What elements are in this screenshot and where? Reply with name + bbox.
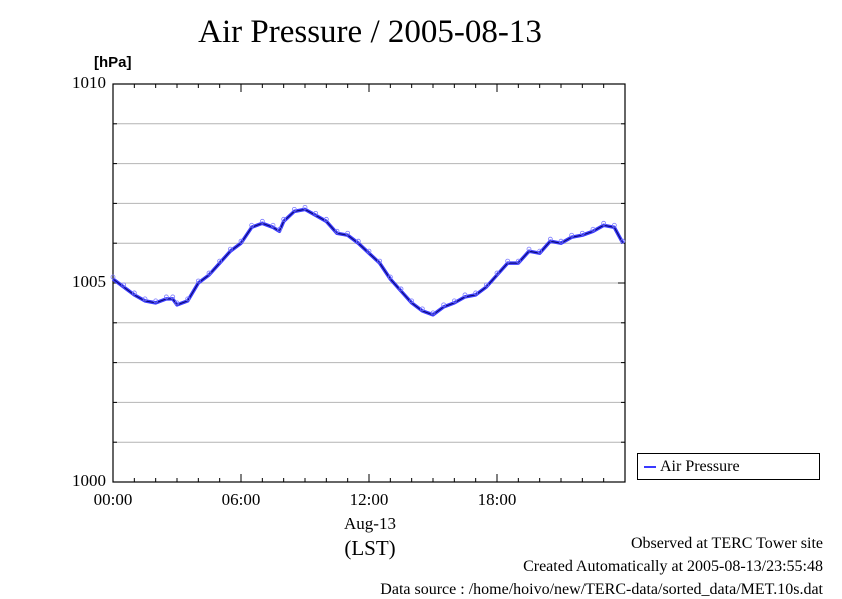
data-point-11: [217, 258, 223, 264]
data-point-21: [313, 210, 319, 216]
data-point-29: [398, 286, 404, 292]
footer-created-timestamp: Created Automatically at 2005-08-13/23:5…: [523, 558, 823, 575]
chart-title: Air Pressure / 2005-08-13: [198, 14, 542, 50]
data-point-32: [430, 310, 436, 316]
data-point-9: [195, 278, 201, 284]
data-point-30: [409, 298, 415, 304]
data-point-33: [441, 302, 447, 308]
data-point-49: [611, 222, 617, 228]
data-point-20: [302, 204, 308, 210]
y-tick-label-1010: 1010: [72, 73, 106, 92]
data-point-3: [142, 296, 148, 302]
data-point-8: [185, 296, 191, 302]
data-point-43: [547, 236, 553, 242]
data-point-31: [419, 306, 425, 312]
x-axis-timezone-label: (LST): [344, 536, 396, 560]
data-point-35: [462, 292, 468, 298]
data-point-7: [174, 300, 180, 306]
data-point-22: [323, 216, 329, 222]
data-point-15: [259, 218, 265, 224]
data-point-47: [590, 226, 596, 232]
y-axis-unit-label: [hPa]: [94, 54, 132, 71]
data-point-44: [558, 238, 564, 244]
data-point-16: [270, 222, 276, 228]
data-point-34: [451, 298, 457, 304]
data-point-5: [163, 294, 169, 300]
data-point-12: [227, 246, 233, 252]
data-point-10: [206, 270, 212, 276]
legend-line-swatch: [644, 466, 656, 468]
x-tick-label-0000: 00:00: [93, 490, 133, 509]
data-point-1: [121, 282, 127, 288]
data-point-39: [505, 258, 511, 264]
data-point-17: [276, 226, 282, 232]
data-point-18: [281, 216, 287, 222]
data-point-36: [473, 290, 479, 296]
data-point-48: [601, 220, 607, 226]
data-point-14: [249, 222, 255, 228]
data-point-26: [366, 248, 372, 254]
data-point-37: [483, 282, 489, 288]
data-point-27: [377, 258, 383, 264]
legend-label: Air Pressure: [660, 458, 740, 475]
x-tick-label-0600: 06:00: [221, 490, 261, 509]
legend: Air Pressure: [637, 453, 820, 480]
footer-observed-site: Observed at TERC Tower site: [630, 535, 823, 552]
x-axis-date-label: Aug-13: [344, 514, 396, 533]
data-point-41: [526, 246, 532, 252]
footer-data-source: Data source : /home/hoivo/new/TERC-data/…: [380, 581, 823, 598]
data-point-19: [291, 206, 297, 212]
data-point-42: [537, 248, 543, 254]
x-tick-label-1800: 18:00: [477, 490, 517, 509]
data-point-0: [110, 274, 116, 280]
data-point-6: [170, 294, 176, 300]
data-point-45: [569, 232, 575, 238]
x-tick-label-1200: 12:00: [349, 490, 389, 509]
data-point-2: [131, 290, 137, 296]
data-point-13: [238, 238, 244, 244]
y-tick-label-1000: 1000: [72, 471, 106, 490]
data-point-40: [515, 258, 521, 264]
data-point-25: [355, 238, 361, 244]
data-point-38: [494, 270, 500, 276]
data-point-50: [620, 238, 626, 244]
data-point-24: [345, 230, 351, 236]
y-tick-label-1005: 1005: [72, 272, 106, 291]
data-point-46: [579, 230, 585, 236]
data-point-28: [387, 274, 393, 280]
data-point-23: [334, 228, 340, 234]
data-point-4: [153, 298, 159, 304]
